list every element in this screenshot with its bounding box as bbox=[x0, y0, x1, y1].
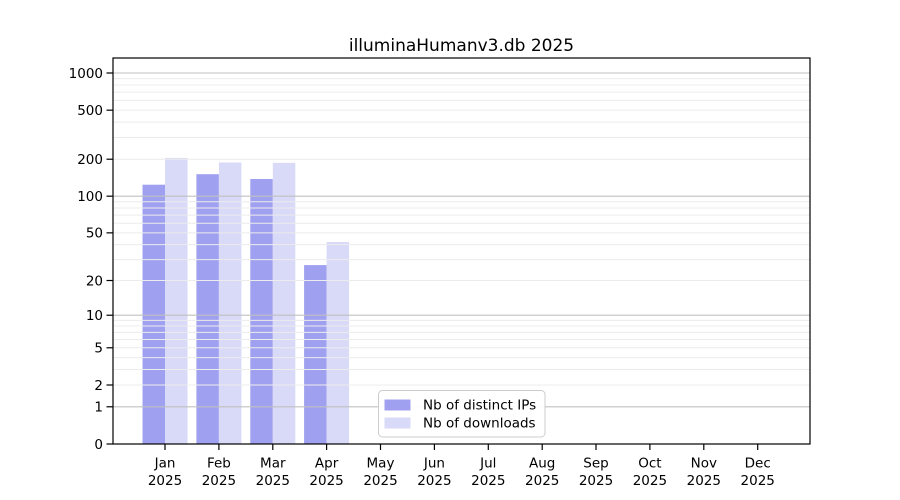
x-tick-label-month: May bbox=[367, 456, 395, 472]
bar-ips-jan bbox=[142, 184, 165, 444]
y-tick-label: 2 bbox=[94, 378, 103, 394]
legend: Nb of distinct IPs Nb of downloads bbox=[378, 390, 546, 438]
legend-swatch-distinct-ips bbox=[384, 399, 411, 411]
y-tick-label: 5 bbox=[94, 341, 103, 357]
y-tick-label: 1000 bbox=[69, 66, 103, 82]
y-tick-label: 10 bbox=[86, 308, 103, 324]
x-tick-label-month: Nov bbox=[691, 456, 717, 472]
bar-ips-apr bbox=[304, 265, 327, 444]
x-tick-label-year: 2025 bbox=[633, 473, 667, 489]
x-tick-label-year: 2025 bbox=[148, 473, 182, 489]
x-tick-label-month: Jan bbox=[154, 456, 176, 472]
x-tick-label-year: 2025 bbox=[309, 473, 343, 489]
bar-downloads-jan bbox=[165, 157, 188, 444]
y-tick-label: 100 bbox=[77, 189, 103, 205]
bar-ips-mar bbox=[250, 179, 273, 444]
x-tick-label-month: Feb bbox=[207, 456, 231, 472]
y-tick-label: 200 bbox=[77, 152, 103, 168]
bar-downloads-mar bbox=[272, 162, 296, 445]
y-tick-label: 1 bbox=[94, 400, 103, 416]
x-tick-label-month: Aug bbox=[529, 456, 555, 472]
x-tick-label-month: Apr bbox=[315, 456, 339, 472]
x-tick-label-year: 2025 bbox=[687, 473, 721, 489]
x-tick-label-year: 2025 bbox=[525, 473, 559, 489]
y-tick-label: 500 bbox=[77, 103, 103, 119]
bar-ips-feb bbox=[196, 174, 219, 444]
bar-downloads-apr bbox=[326, 242, 350, 444]
legend-label-distinct-ips: Nb of distinct IPs bbox=[423, 398, 536, 414]
x-tick-label-month: Sep bbox=[583, 456, 608, 472]
bars-group bbox=[142, 157, 350, 445]
chart-title: illuminaHumanv3.db 2025 bbox=[349, 36, 574, 56]
y-axis-ticks: 0 1 2 5 10 20 50 100 200 500 1000 bbox=[69, 66, 113, 453]
x-tick-label-year: 2025 bbox=[417, 473, 451, 489]
x-tick-label-year: 2025 bbox=[579, 473, 613, 489]
gridlines-group bbox=[113, 72, 810, 408]
y-tick-label: 20 bbox=[86, 273, 103, 289]
x-axis-ticks: Jan2025Feb2025Mar2025Apr2025May2025Jun20… bbox=[148, 444, 775, 489]
bar-downloads-feb bbox=[218, 162, 242, 444]
y-tick-label: 50 bbox=[86, 226, 103, 242]
x-tick-label-month: Jun bbox=[423, 456, 445, 472]
x-tick-label-month: Mar bbox=[260, 456, 286, 472]
x-tick-label-year: 2025 bbox=[363, 473, 397, 489]
plot-border bbox=[112, 57, 811, 445]
legend-label-downloads: Nb of downloads bbox=[423, 416, 536, 432]
x-tick-label-year: 2025 bbox=[741, 473, 775, 489]
x-tick-label-month: Oct bbox=[638, 456, 661, 472]
legend-swatch-downloads bbox=[384, 417, 411, 429]
x-tick-label-year: 2025 bbox=[256, 473, 290, 489]
x-tick-label-year: 2025 bbox=[202, 473, 236, 489]
y-tick-label: 0 bbox=[94, 437, 103, 453]
x-tick-label-year: 2025 bbox=[471, 473, 505, 489]
legend-box bbox=[378, 390, 546, 438]
x-tick-label-month: Dec bbox=[745, 456, 771, 472]
x-tick-label-month: Jul bbox=[479, 456, 496, 472]
